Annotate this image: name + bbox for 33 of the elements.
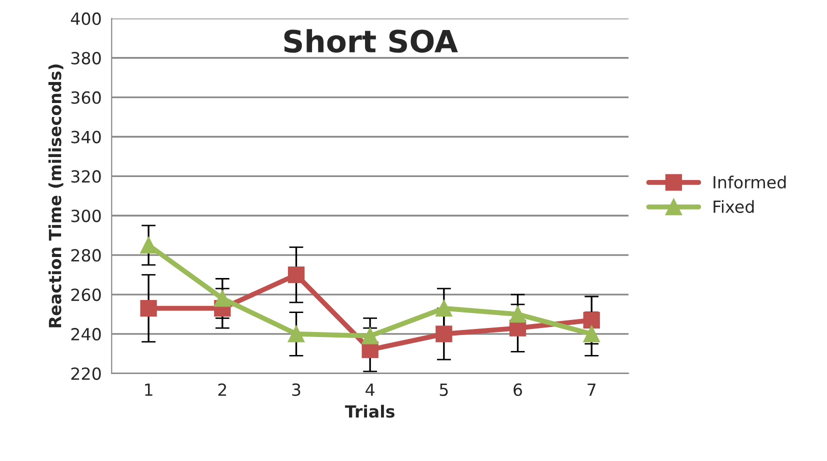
point <box>362 328 378 344</box>
y-tick-label: 260 <box>71 288 101 302</box>
x-tick-label: 5 <box>440 384 448 396</box>
legend-label: Fixed <box>714 200 754 213</box>
point <box>140 236 157 254</box>
y-tick-label: 380 <box>71 52 101 64</box>
x-tick-label: 2 <box>218 383 226 396</box>
point <box>288 326 305 342</box>
x-tick-label: 6 <box>514 383 522 396</box>
y-tick-label: 240 <box>71 328 101 341</box>
x-tick-label: 7 <box>588 384 596 396</box>
x-axis-title: Trials <box>344 404 394 418</box>
chart-title: Short SOA <box>284 29 458 53</box>
point <box>214 290 231 307</box>
y-tick-label: 360 <box>71 91 101 104</box>
y-tick-label: 400 <box>70 12 101 26</box>
point <box>509 306 526 323</box>
point <box>288 266 305 284</box>
point <box>583 312 600 328</box>
y-tick-label: 280 <box>71 249 101 262</box>
x-tick-label: 4 <box>366 384 374 396</box>
point <box>436 300 452 317</box>
x-tick-label: 3 <box>292 383 300 396</box>
y-tick-label: 220 <box>71 367 101 380</box>
point <box>436 326 452 342</box>
legend-label: Informed <box>714 176 786 189</box>
y-tick-label: 300 <box>71 210 101 222</box>
y-tick-label: 320 <box>71 170 101 183</box>
x-tick-label: 1 <box>145 384 152 396</box>
y-axis-title: Reaction Time (miliseconds) <box>48 64 64 328</box>
point <box>583 326 600 342</box>
point <box>140 300 157 317</box>
y-tick-label: 340 <box>71 130 101 144</box>
